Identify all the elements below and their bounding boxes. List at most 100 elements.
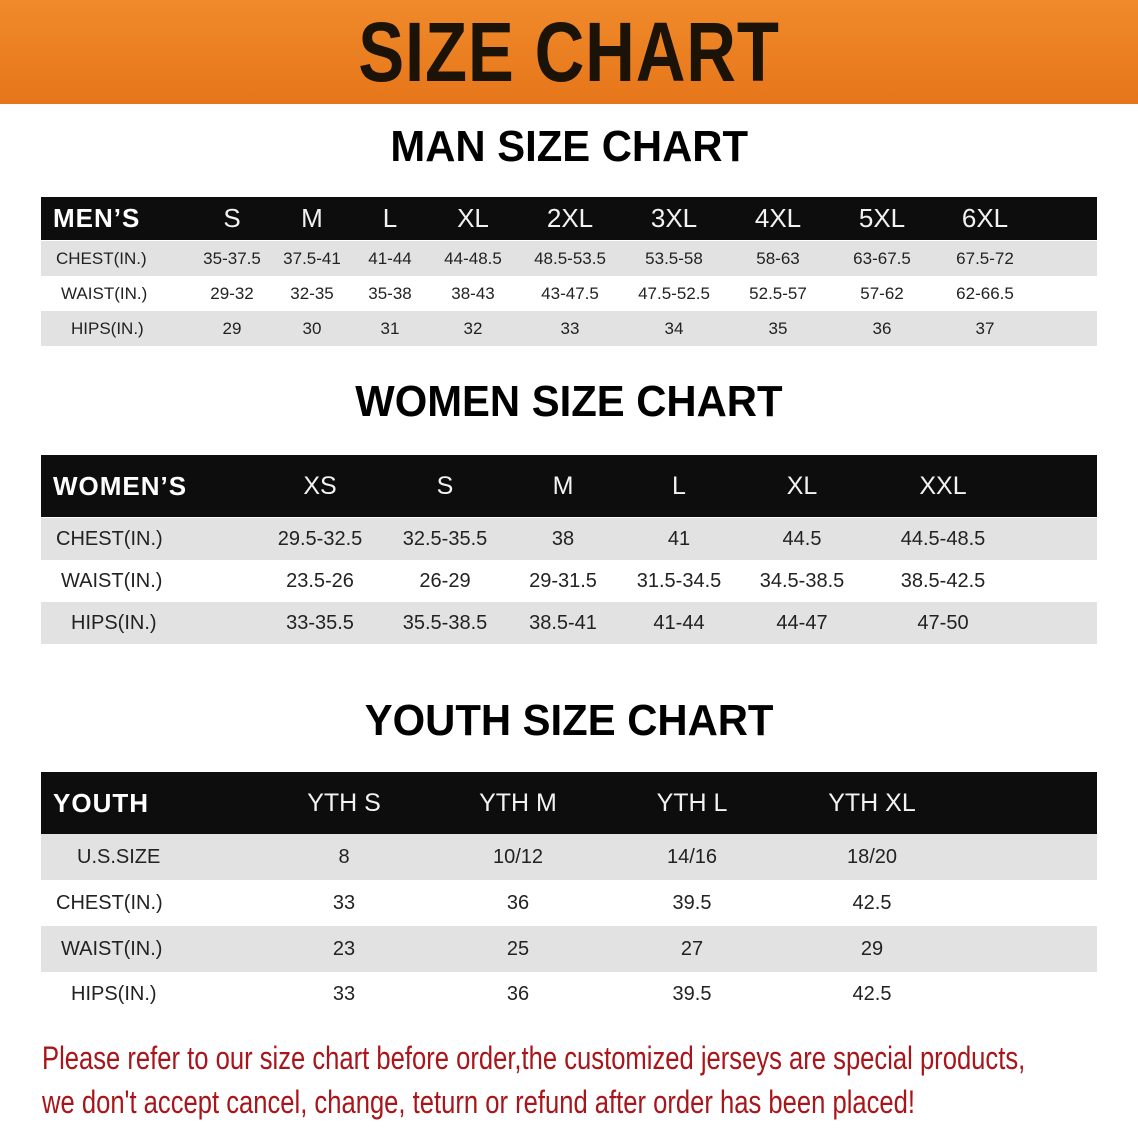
table-cell: 35-37.5 — [203, 249, 261, 268]
table-row: CHEST(IN.) 35-37.5 37.5-41 41-44 44-48.5 48.5… — [41, 241, 1097, 276]
table-cell: 41-44 — [368, 249, 412, 268]
table-cell: 37 — [975, 319, 995, 338]
row-label: CHEST(IN.) — [56, 892, 163, 914]
table-cell: 29 — [860, 938, 884, 960]
table-cell: 36 — [872, 319, 892, 338]
table-cell: 27 — [680, 938, 704, 960]
table-cell: 41 — [667, 528, 691, 550]
table-cell: 44.5 — [782, 528, 822, 550]
table-cell: 47.5-52.5 — [638, 284, 710, 303]
table-cell: 62-66.5 — [956, 284, 1014, 303]
table-cell: 38.5-42.5 — [900, 570, 986, 592]
size-header-yth-s: YTH S — [307, 789, 381, 817]
row-label: CHEST(IN.) — [56, 249, 147, 268]
table-cell: 48.5-53.5 — [534, 249, 606, 268]
table-row: HIPS(IN.) 29 30 31 32 33 34 35 36 37 — [41, 311, 1097, 346]
youth-section-title: YOUTH SIZE CHART — [0, 696, 1138, 746]
table-cell: 52.5-57 — [749, 284, 807, 303]
table-cell: 44-48.5 — [444, 249, 502, 268]
table-cell: 43-47.5 — [541, 284, 599, 303]
table-cell: 35-38 — [368, 284, 412, 303]
size-header-yth-m: YTH M — [479, 789, 557, 817]
row-label: WAIST(IN.) — [61, 284, 148, 303]
men-header-label: MEN’S — [53, 203, 141, 233]
size-header-xs: XS — [303, 472, 337, 500]
table-row: U.S.SIZE 8 10/12 14/16 18/20 — [41, 834, 1097, 880]
table-cell: 41-44 — [653, 612, 705, 634]
table-cell: 33 — [332, 892, 356, 914]
size-header-xxl: XXL — [919, 472, 967, 500]
table-cell: 44-47 — [776, 612, 828, 634]
men-header-row: MEN’S S M L XL 2XL 3XL 4XL 5XL 6XL — [41, 197, 1097, 240]
order-notice-line-1: Please refer to our size chart before or… — [42, 1040, 1026, 1076]
table-cell: 25 — [506, 938, 530, 960]
table-cell: 35 — [768, 319, 788, 338]
table-cell: 33 — [332, 983, 356, 1005]
table-cell: 39.5 — [672, 892, 712, 914]
row-label: WAIST(IN.) — [61, 938, 163, 960]
size-header-xl: XL — [786, 472, 818, 500]
table-cell: 29-32 — [210, 284, 254, 303]
table-cell: 26-29 — [419, 570, 471, 592]
row-label: HIPS(IN.) — [71, 612, 157, 634]
table-row: HIPS(IN.) 33-35.5 35.5-38.5 38.5-41 41-44 44-… — [41, 602, 1097, 644]
youth-header-row: YOUTH YTH S YTH M YTH L YTH XL — [41, 772, 1097, 834]
table-cell: 29 — [222, 319, 242, 338]
banner-title: SIZE CHART — [358, 5, 780, 99]
table-cell: 35.5-38.5 — [402, 612, 488, 634]
table-cell: 29-31.5 — [529, 570, 597, 592]
order-notice-line-2: we don't accept cancel, change, teturn o… — [42, 1084, 915, 1120]
row-label: HIPS(IN.) — [71, 983, 157, 1005]
women-section-title: WOMEN SIZE CHART — [0, 377, 1138, 427]
table-row: WAIST(IN.) 29-32 32-35 35-38 38-43 43-47.5 47.… — [41, 276, 1097, 311]
size-header-m: M — [552, 472, 574, 500]
order-notice: Please refer to our size chart before or… — [42, 1036, 1122, 1124]
men-section-title: MAN SIZE CHART — [0, 122, 1138, 172]
youth-header-label: YOUTH — [53, 788, 149, 818]
table-cell: 57-62 — [860, 284, 904, 303]
table-cell: 63-67.5 — [853, 249, 911, 268]
women-size-table: WOMEN’S XS S M L XL XXL CHEST(IN.) 29.5-32.5 32.5… — [41, 455, 1097, 644]
women-header-row: WOMEN’S XS S M L XL XXL — [41, 455, 1097, 517]
table-cell: 31.5-34.5 — [636, 570, 722, 592]
table-cell: 38-43 — [451, 284, 495, 303]
table-cell: 31 — [380, 319, 400, 338]
size-chart-banner: SIZE CHART — [0, 0, 1138, 104]
women-title-text: WOMEN SIZE CHART — [355, 377, 783, 426]
table-cell: 14/16 — [666, 846, 718, 868]
table-cell: 33-35.5 — [286, 612, 354, 634]
table-cell: 42.5 — [852, 892, 892, 914]
size-header-xl: XL — [457, 203, 489, 233]
row-label: CHEST(IN.) — [56, 528, 163, 550]
table-row: WAIST(IN.) 23 25 27 29 — [41, 926, 1097, 972]
table-cell: 47-50 — [917, 612, 969, 634]
row-label: HIPS(IN.) — [71, 319, 144, 338]
men-title-text: MAN SIZE CHART — [390, 122, 748, 171]
table-cell: 29.5-32.5 — [277, 528, 363, 550]
row-label: U.S.SIZE — [77, 846, 161, 868]
table-cell: 38 — [551, 528, 575, 550]
table-cell: 32 — [463, 319, 483, 338]
table-cell: 53.5-58 — [645, 249, 703, 268]
women-header-label: WOMEN’S — [53, 471, 188, 501]
table-cell: 30 — [302, 319, 322, 338]
table-cell: 10/12 — [492, 846, 544, 868]
table-cell: 36 — [506, 983, 530, 1005]
size-header-3xl: 3XL — [650, 203, 698, 233]
size-header-s: S — [223, 203, 241, 233]
youth-size-table: YOUTH YTH S YTH M YTH L YTH XL U.S.SIZE 8 10/12… — [41, 772, 1097, 1017]
table-cell: 36 — [506, 892, 530, 914]
table-cell: 8 — [338, 846, 350, 868]
size-header-6xl: 6XL — [961, 203, 1009, 233]
row-label: WAIST(IN.) — [61, 570, 163, 592]
table-cell: 34.5-38.5 — [759, 570, 845, 592]
table-cell: 38.5-41 — [529, 612, 597, 634]
size-header-yth-l: YTH L — [656, 789, 728, 817]
table-cell: 23.5-26 — [286, 570, 354, 592]
table-cell: 32-35 — [290, 284, 334, 303]
table-cell: 42.5 — [852, 983, 892, 1005]
table-cell: 33 — [560, 319, 580, 338]
size-header-yth-xl: YTH XL — [828, 789, 916, 817]
table-row: HIPS(IN.) 33 36 39.5 42.5 — [41, 972, 1097, 1017]
table-cell: 23 — [332, 938, 356, 960]
